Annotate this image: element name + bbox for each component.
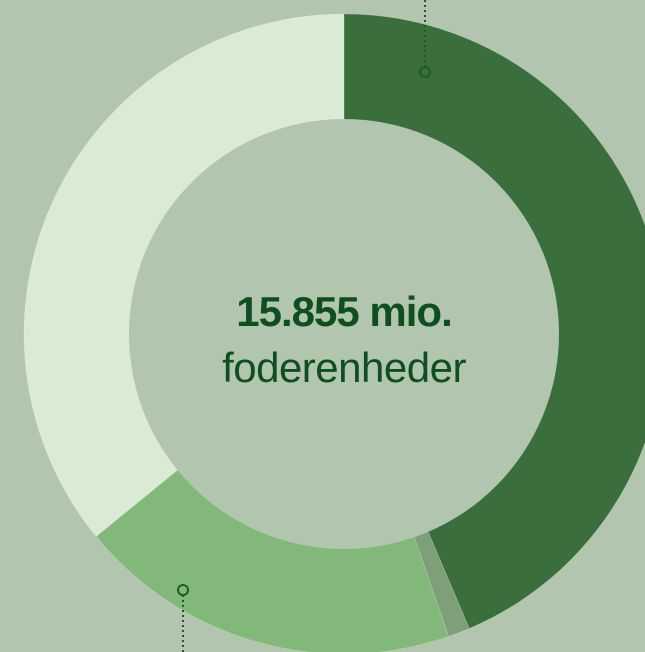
center-label: foderenheder — [222, 344, 466, 391]
donut-hole — [129, 119, 559, 549]
center-value: 15.855 mio. — [236, 288, 451, 335]
callout-dot — [419, 66, 431, 78]
